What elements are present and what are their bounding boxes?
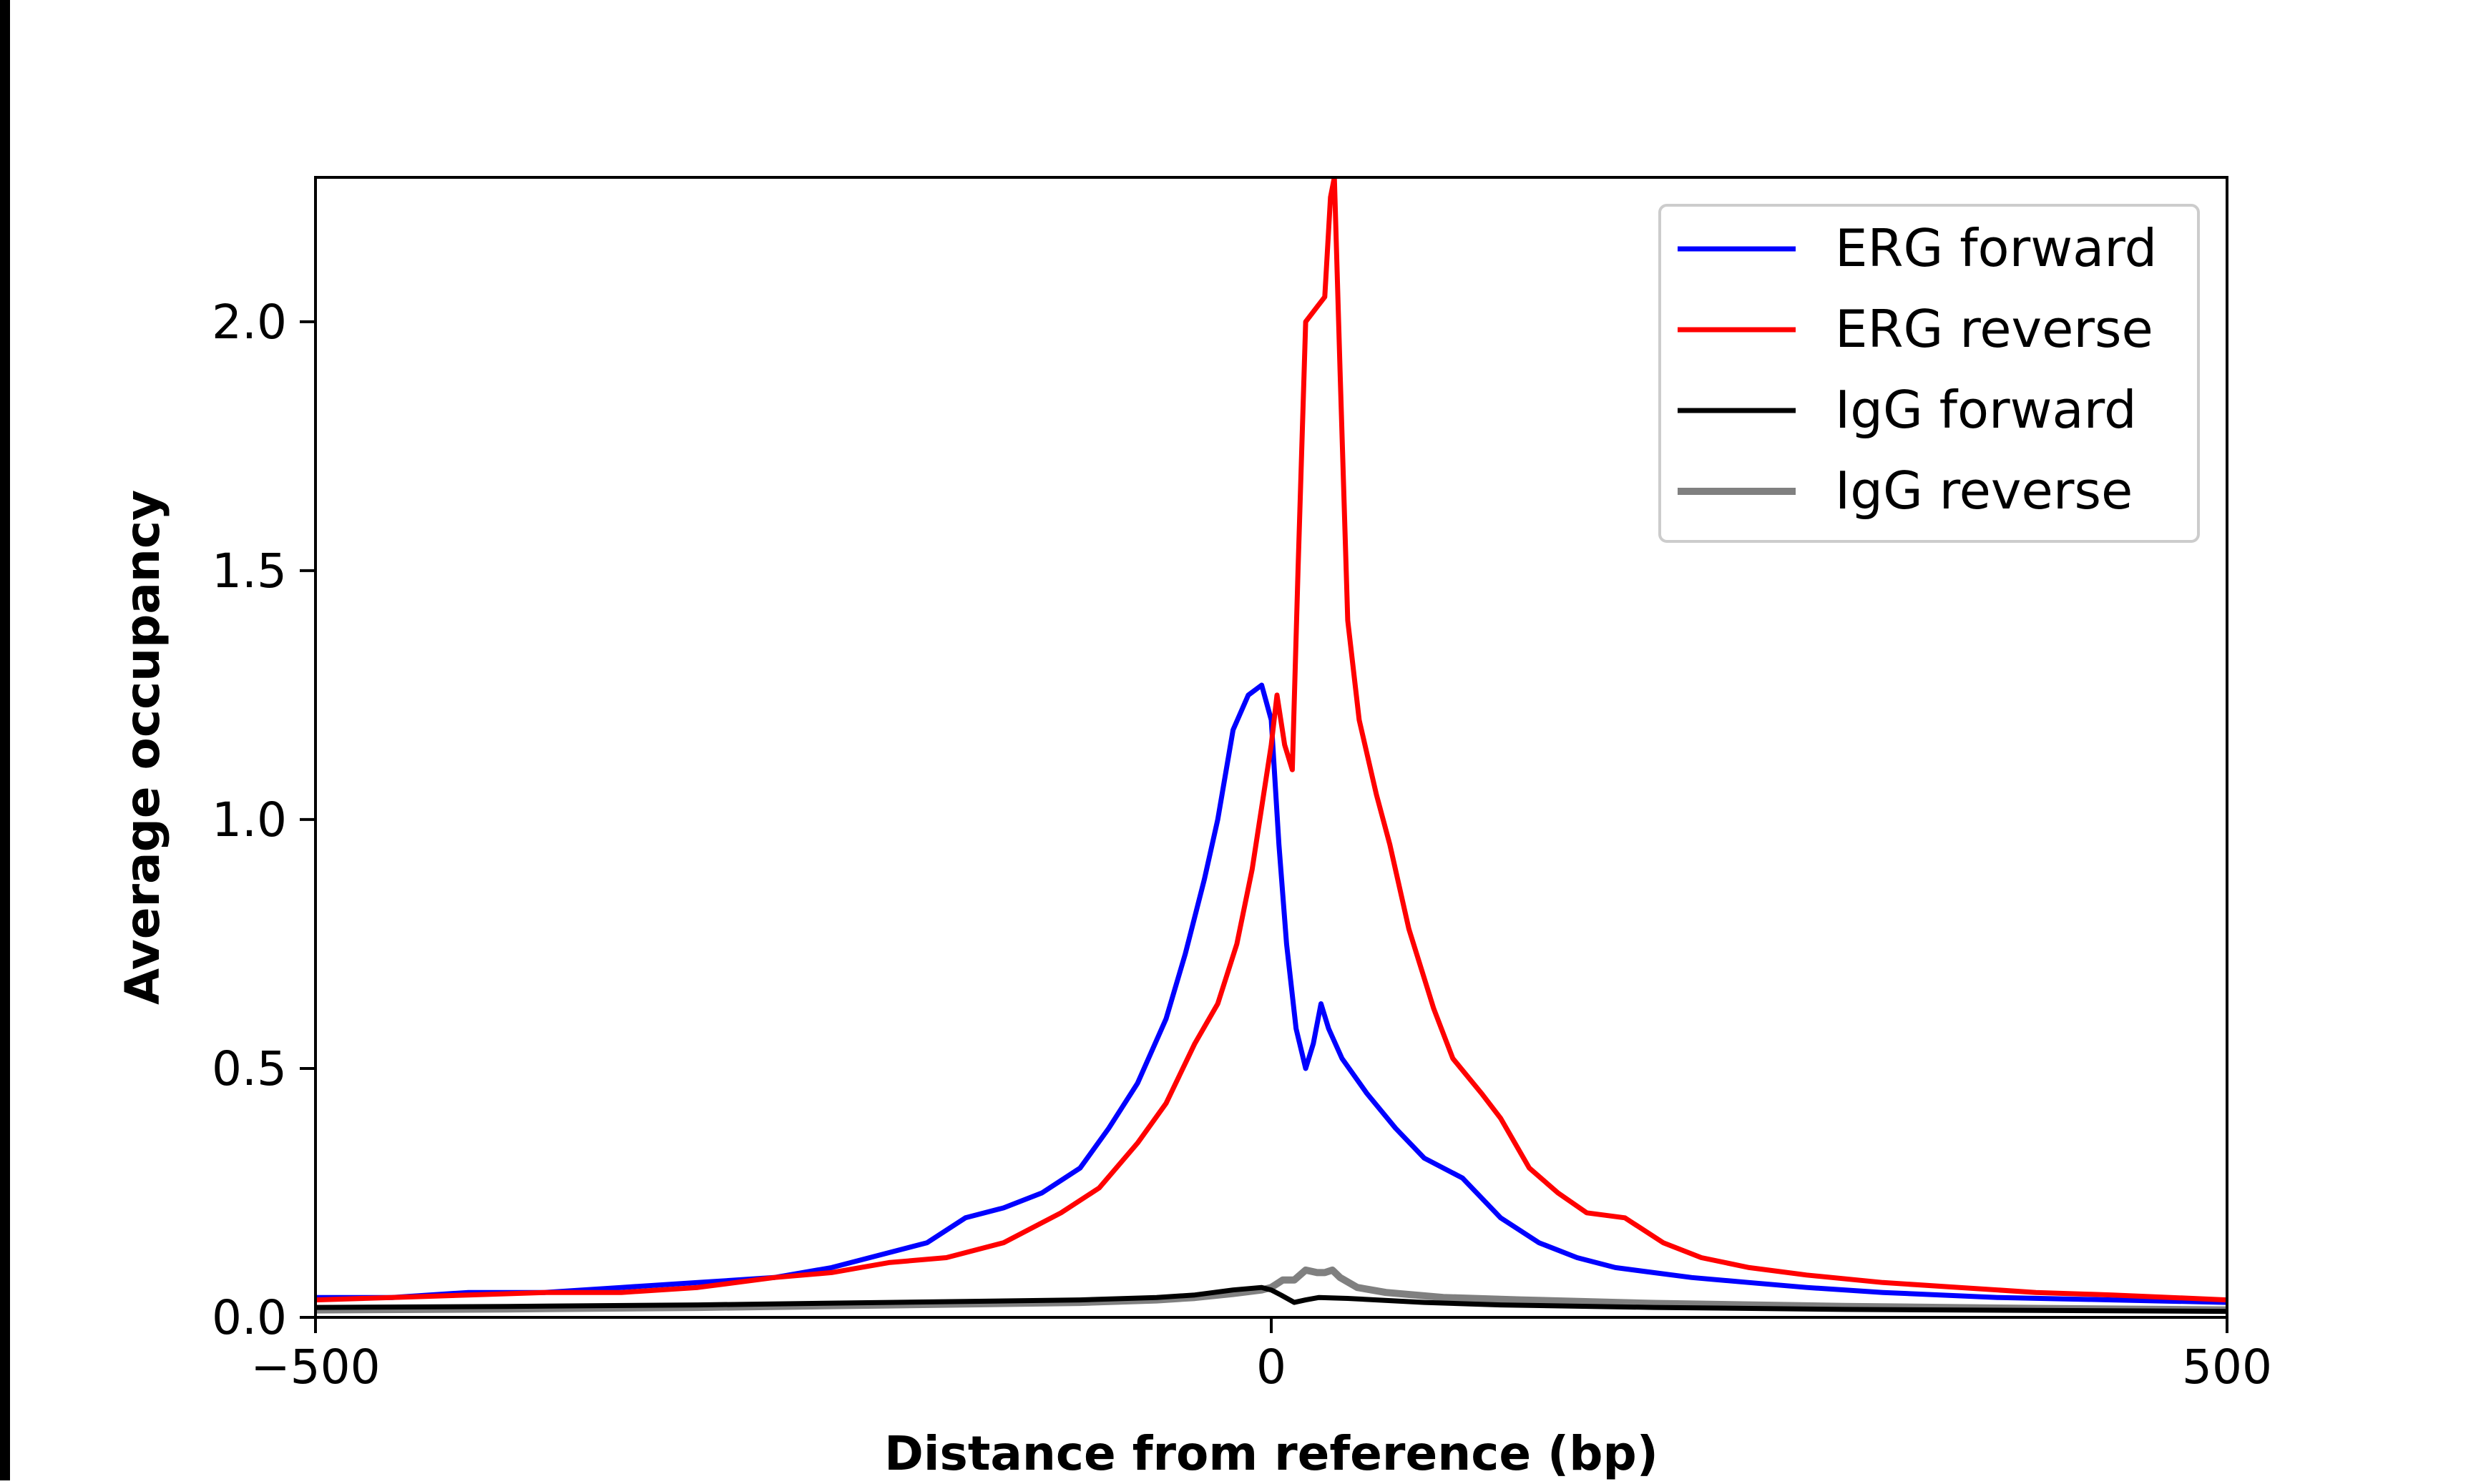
- y-tick-label: 1.0: [212, 792, 287, 847]
- legend: ERG forward ERG reverse IgG forward IgG rev…: [1658, 204, 2200, 543]
- series-line-igg-forward: [315, 1284, 2227, 1315]
- y-tick-label: 1.5: [212, 544, 287, 599]
- x-tick-label: 500: [2182, 1340, 2272, 1395]
- series-line-erg-forward: [315, 682, 2227, 1305]
- legend-label: ERG forward: [1835, 218, 2157, 278]
- x-tick-label: −500: [250, 1340, 380, 1395]
- series-line-erg-reverse: [315, 177, 2227, 1303]
- left-frame-edge: [0, 0, 10, 1480]
- y-tick-label: 0.5: [212, 1041, 287, 1096]
- legend-label: IgG forward: [1835, 380, 2137, 440]
- y-tick-label: 2.0: [212, 295, 287, 350]
- series-layer: [315, 177, 2227, 1315]
- x-axis-label: Distance from reference (bp): [884, 1426, 1658, 1480]
- legend-label: IgG reverse: [1835, 461, 2133, 521]
- y-tick-label: 0.0: [212, 1290, 287, 1345]
- y-axis-label: Average occupancy: [115, 490, 170, 1005]
- x-tick-label: 0: [1256, 1340, 1286, 1395]
- axis-ticks: −500 0 500 0.0 0.5 1.0 1.5 2.0: [212, 295, 2272, 1395]
- legend-box: [1658, 204, 2200, 543]
- legend-label: ERG reverse: [1835, 299, 2153, 359]
